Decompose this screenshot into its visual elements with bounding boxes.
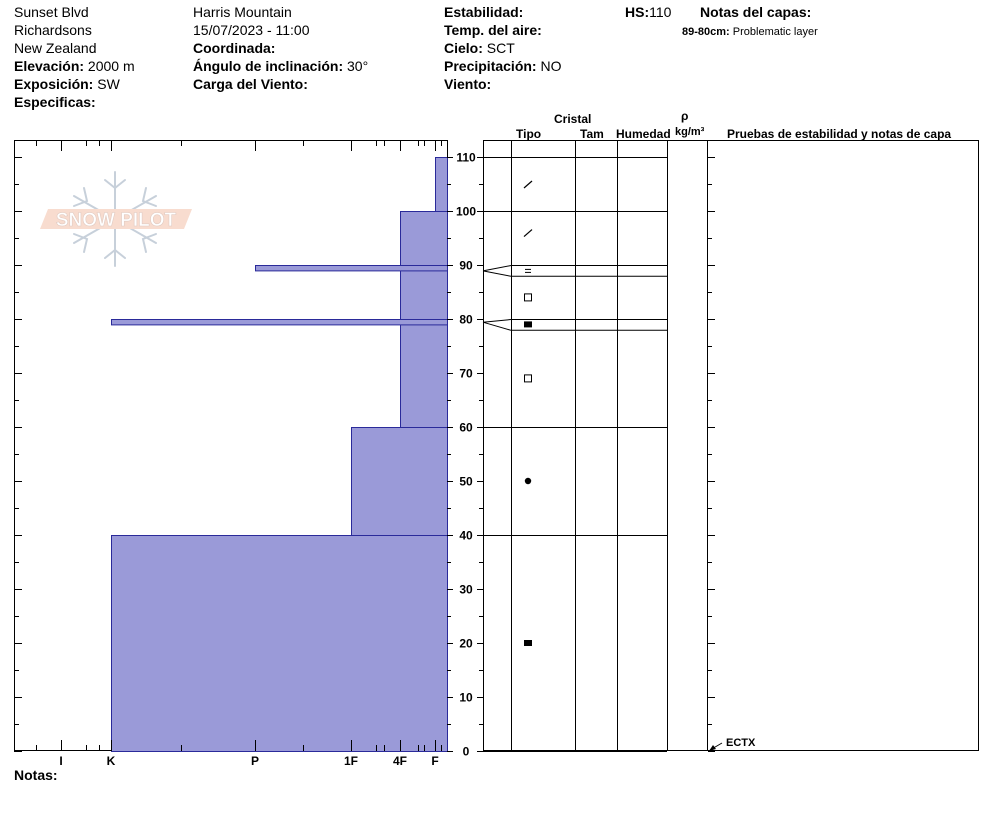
x-tick-label: F (431, 754, 438, 768)
y-tick-label: 0 (463, 745, 470, 759)
logo-text: SNOW PILOT (56, 210, 177, 231)
exposure-label: Exposición: (14, 76, 94, 92)
type-header: Tipo (516, 127, 542, 141)
grain-decomposing-icon (523, 180, 533, 189)
test-arrowhead (709, 745, 716, 751)
tests-header: Pruebas de estabilidad y notas de capa (727, 127, 952, 141)
precip-row: Precipitación: NO (444, 58, 561, 74)
area-name: Richardsons (14, 22, 92, 38)
x-tick-label: P (251, 754, 259, 768)
precip-label: Precipitación: (444, 58, 537, 74)
hs-row: HS:110 (625, 4, 671, 20)
grain-faceted-icon (524, 293, 532, 302)
layer-connector (482, 319, 512, 323)
y-tick-label: 80 (459, 313, 473, 327)
location-name: Sunset Blvd (14, 4, 89, 20)
specifics-label: Especificas: (14, 94, 96, 110)
hardness-bar (111, 535, 448, 752)
y-tick-label: 70 (459, 367, 473, 381)
grain-faceted-icon (524, 374, 532, 383)
layer-connector (482, 321, 512, 331)
snowpilot-logo: SNOW PILOT (40, 171, 192, 267)
layer-note-range: 89-80cm: (682, 26, 730, 38)
grain-decomposing-icon (523, 229, 533, 238)
slope-value: 30° (347, 58, 369, 74)
crystal-header: Cristal (554, 112, 592, 126)
y-tick-label: 40 (459, 529, 473, 543)
test-label: ECTX (726, 737, 756, 749)
slope-row: Ángulo de inclinación: 30° (193, 58, 368, 74)
layer-note-row: 89-80cm: Problematic layer (682, 24, 818, 40)
size-header: Tam (580, 127, 604, 141)
density-symbol: ρ (681, 109, 689, 123)
grain-faceted-solid-icon (524, 321, 532, 328)
y-tick-label: 100 (456, 205, 476, 219)
precip-value: NO (540, 58, 562, 74)
exposure-value: SW (97, 76, 120, 92)
x-tick-label: 4F (393, 754, 407, 768)
y-tick-label: 50 (459, 475, 473, 489)
slope-label: Ángulo de inclinación: (193, 58, 344, 74)
observer-name: Harris Mountain (193, 4, 292, 20)
y-tick-label: 90 (459, 259, 473, 273)
hardness-bar (435, 157, 448, 212)
sky-row: Cielo: SCT (444, 40, 515, 56)
layer-table-frame (483, 140, 979, 751)
coordinates-label: Coordinada: (193, 40, 276, 56)
grain-faceted-solid-icon (524, 640, 532, 646)
grain-rounded-icon (524, 477, 532, 485)
hs-value: 110 (649, 4, 672, 20)
hardness-bar (111, 319, 448, 326)
y-tick-label: 20 (459, 637, 473, 651)
y-tick-label: 110 (456, 151, 476, 165)
hs-label: HS: (625, 4, 650, 20)
stability-label: Estabilidad: (444, 4, 524, 20)
sky-value: SCT (486, 40, 515, 56)
layer-connector (482, 270, 512, 277)
country-name: New Zealand (14, 40, 97, 56)
wind-load-label: Carga del Viento: (193, 76, 308, 92)
x-tick-label: K (107, 754, 116, 768)
elevation-label: Elevación: (14, 58, 85, 74)
hardness-bar (255, 265, 448, 272)
logo-banner (40, 209, 192, 229)
elevation-value: 2000 m (87, 58, 135, 74)
layer-connector (482, 265, 512, 272)
x-tick-label: 1F (344, 754, 358, 768)
density-unit: kg/m³ (675, 126, 705, 138)
hardness-bar (351, 427, 448, 536)
y-tick-label: 10 (459, 691, 473, 705)
layer-note-text: Problematic layer (732, 26, 818, 38)
elevation-row: Elevación: 2000 m (14, 58, 135, 74)
y-tick-label: 30 (459, 583, 473, 597)
sky-label: Cielo: (444, 40, 483, 56)
wind-label: Viento: (444, 76, 492, 92)
x-tick-label: I (59, 754, 62, 768)
moisture-header: Humedad (616, 127, 671, 141)
y-tick-label: 60 (459, 421, 473, 435)
datetime: 15/07/2023 - 11:00 (193, 22, 310, 38)
exposure-row: Exposición: SW (14, 76, 120, 92)
layer-notes-label: Notas del capas: (700, 4, 812, 20)
notes-label: Notas: (14, 767, 58, 783)
air-temp-label: Temp. del aire: (444, 22, 542, 38)
